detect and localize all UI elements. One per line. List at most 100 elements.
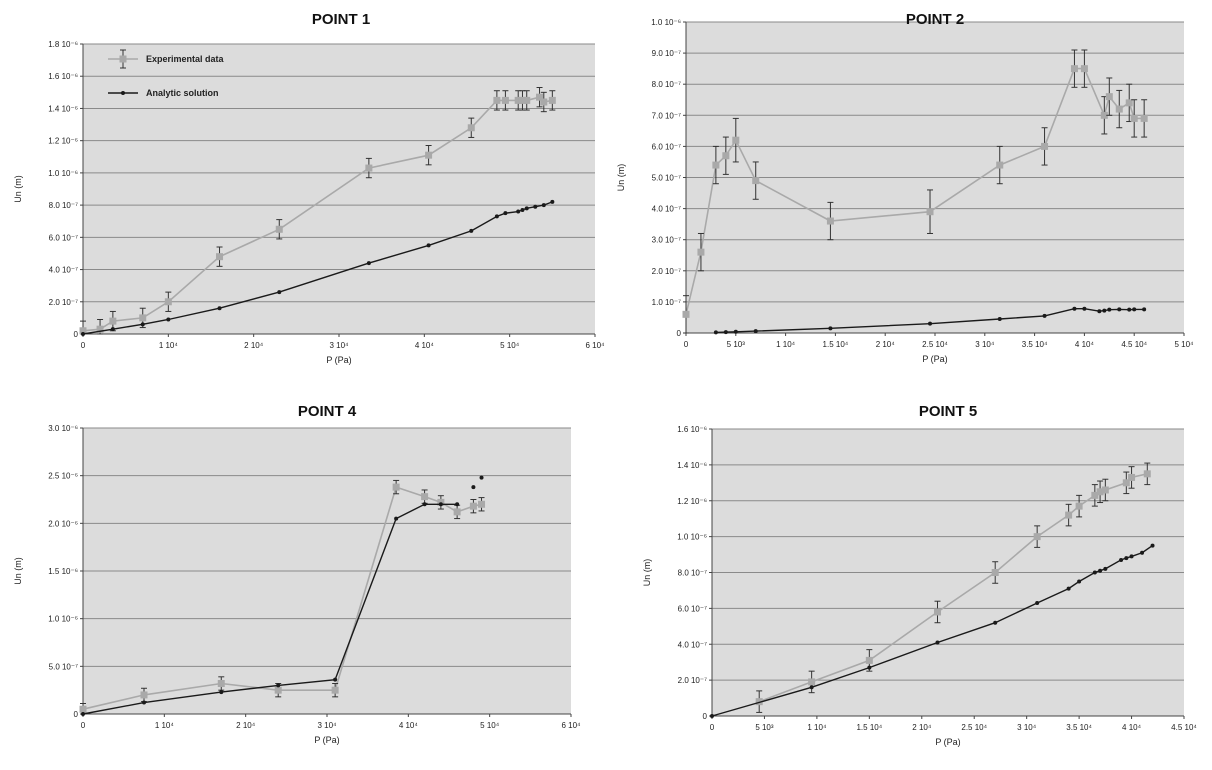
x-tick-label: 5 10⁴	[500, 341, 520, 350]
experimental-point	[755, 698, 763, 706]
experimental-point	[1130, 114, 1138, 122]
experimental-point	[392, 483, 400, 491]
y-axis-label: Un (m)	[616, 164, 626, 192]
analytic-point	[1129, 554, 1134, 559]
analytic-point	[217, 306, 222, 311]
analytic-point	[471, 485, 476, 490]
y-tick-label: 0	[74, 710, 79, 719]
analytic-point	[1097, 309, 1102, 314]
experimental-point	[79, 705, 87, 713]
experimental-point	[275, 225, 283, 233]
experimental-point	[518, 96, 526, 104]
legend-experimental-label: Experimental data	[146, 54, 225, 64]
experimental-point	[1065, 511, 1073, 519]
x-tick-label: 2 10⁴	[244, 341, 264, 350]
experimental-point	[109, 317, 117, 325]
analytic-point	[1103, 566, 1108, 571]
legend-experimental-marker	[119, 55, 127, 63]
chart-point-3: 0 5.0 10⁻⁷ 1.0 10⁻⁶ 1.5 10⁻⁶ 2.0 10⁻⁶ 2.5 10⁻…	[13, 403, 581, 745]
x-tick-label: 5 10³	[727, 340, 746, 349]
y-tick-label: 9.0 10⁻⁷	[652, 49, 681, 58]
x-tick-label: 6 10⁴	[585, 341, 605, 350]
experimental-point	[478, 500, 486, 508]
experimental-point	[722, 152, 730, 160]
analytic-point	[928, 321, 933, 326]
experimental-point	[1128, 473, 1136, 481]
experimental-point	[1100, 111, 1108, 119]
analytic-point	[394, 516, 399, 521]
experimental-point	[79, 327, 87, 335]
x-tick-label: 0	[710, 723, 715, 732]
analytic-point	[219, 690, 224, 695]
y-tick-label: 7.0 10⁻⁷	[652, 111, 681, 120]
analytic-point	[516, 209, 521, 214]
experimental-point	[365, 164, 373, 172]
y-tick-label: 1.2 10⁻⁶	[677, 497, 707, 506]
analytic-point	[867, 665, 872, 670]
y-tick-label: 8.0 10⁻⁷	[652, 80, 681, 89]
analytic-point	[753, 329, 758, 334]
series-analytic	[81, 502, 460, 716]
y-tick-label: 0	[677, 329, 682, 338]
experimental-point	[1096, 488, 1104, 496]
y-axis-label: Un (m)	[642, 559, 652, 587]
y-tick-label: 2.0 10⁻⁷	[652, 267, 681, 276]
experimental-point	[1125, 99, 1133, 107]
analytic-point	[333, 677, 338, 682]
y-tick-label: 0	[703, 712, 708, 721]
analytic-point	[81, 712, 85, 716]
analytic-point	[809, 685, 814, 690]
x-axis-label: P (Pa)	[326, 355, 351, 365]
experimental-point	[217, 679, 225, 687]
x-axis-label: P (Pa)	[314, 735, 339, 745]
x-tick-label: 2.5 10⁴	[961, 723, 987, 732]
legend: Experimental data Analytic solution	[108, 49, 225, 98]
y-tick-label: 6.0 10⁻⁷	[678, 604, 707, 613]
analytic-point	[520, 207, 525, 212]
experimental-point	[536, 93, 544, 101]
x-tick-label: 5 10³	[755, 723, 774, 732]
y-tick-label: 3.0 10⁻⁷	[652, 236, 681, 245]
experimental-point	[826, 217, 834, 225]
series-experimental	[755, 462, 1151, 713]
experimental-point	[808, 678, 816, 686]
analytic-point	[1066, 586, 1071, 591]
experimental-point	[1070, 65, 1078, 73]
experimental-point	[1091, 491, 1099, 499]
x-tick-label: 3 10⁴	[329, 341, 349, 350]
x-tick-label: 6 10⁴	[561, 721, 581, 730]
y-tick-label: 1.8 10⁻⁶	[48, 40, 78, 49]
analytic-point	[366, 261, 371, 266]
y-tick-label: 2.0 10⁻⁶	[48, 519, 78, 528]
experimental-point	[467, 124, 475, 132]
x-tick-label: 1 10⁴	[807, 723, 827, 732]
x-tick-label: 3 10⁴	[975, 340, 995, 349]
analytic-point	[166, 317, 171, 322]
x-axis-label: P (Pa)	[935, 737, 960, 747]
experimental-point	[991, 569, 999, 576]
analytic-point	[1119, 557, 1124, 562]
analytic-point	[935, 640, 940, 645]
analytic-point	[1077, 579, 1082, 584]
experimental-point	[1143, 470, 1151, 478]
experimental-point	[697, 248, 705, 256]
y-tick-label: 0	[74, 330, 79, 339]
experimental-point	[752, 177, 760, 185]
chart-title: POINT 5	[919, 403, 977, 420]
experimental-point	[139, 314, 147, 322]
x-tick-label: 2 10⁴	[912, 723, 932, 732]
experimental-point	[1115, 105, 1123, 113]
analytic-point	[1124, 556, 1129, 561]
x-tick-label: 2.5 10⁴	[922, 340, 948, 349]
x-axis-label: P (Pa)	[922, 354, 947, 364]
x-tick-label: 2 10⁴	[236, 721, 256, 730]
experimental-point	[421, 493, 429, 501]
x-tick-label: 4 10⁴	[399, 721, 419, 730]
analytic-point	[1127, 307, 1132, 312]
y-tick-label: 5.0 10⁻⁷	[49, 662, 78, 671]
y-tick-label: 5.0 10⁻⁷	[652, 174, 681, 183]
y-tick-label: 3.0 10⁻⁶	[48, 424, 78, 433]
x-tick-label: 4 10⁴	[1122, 723, 1142, 732]
